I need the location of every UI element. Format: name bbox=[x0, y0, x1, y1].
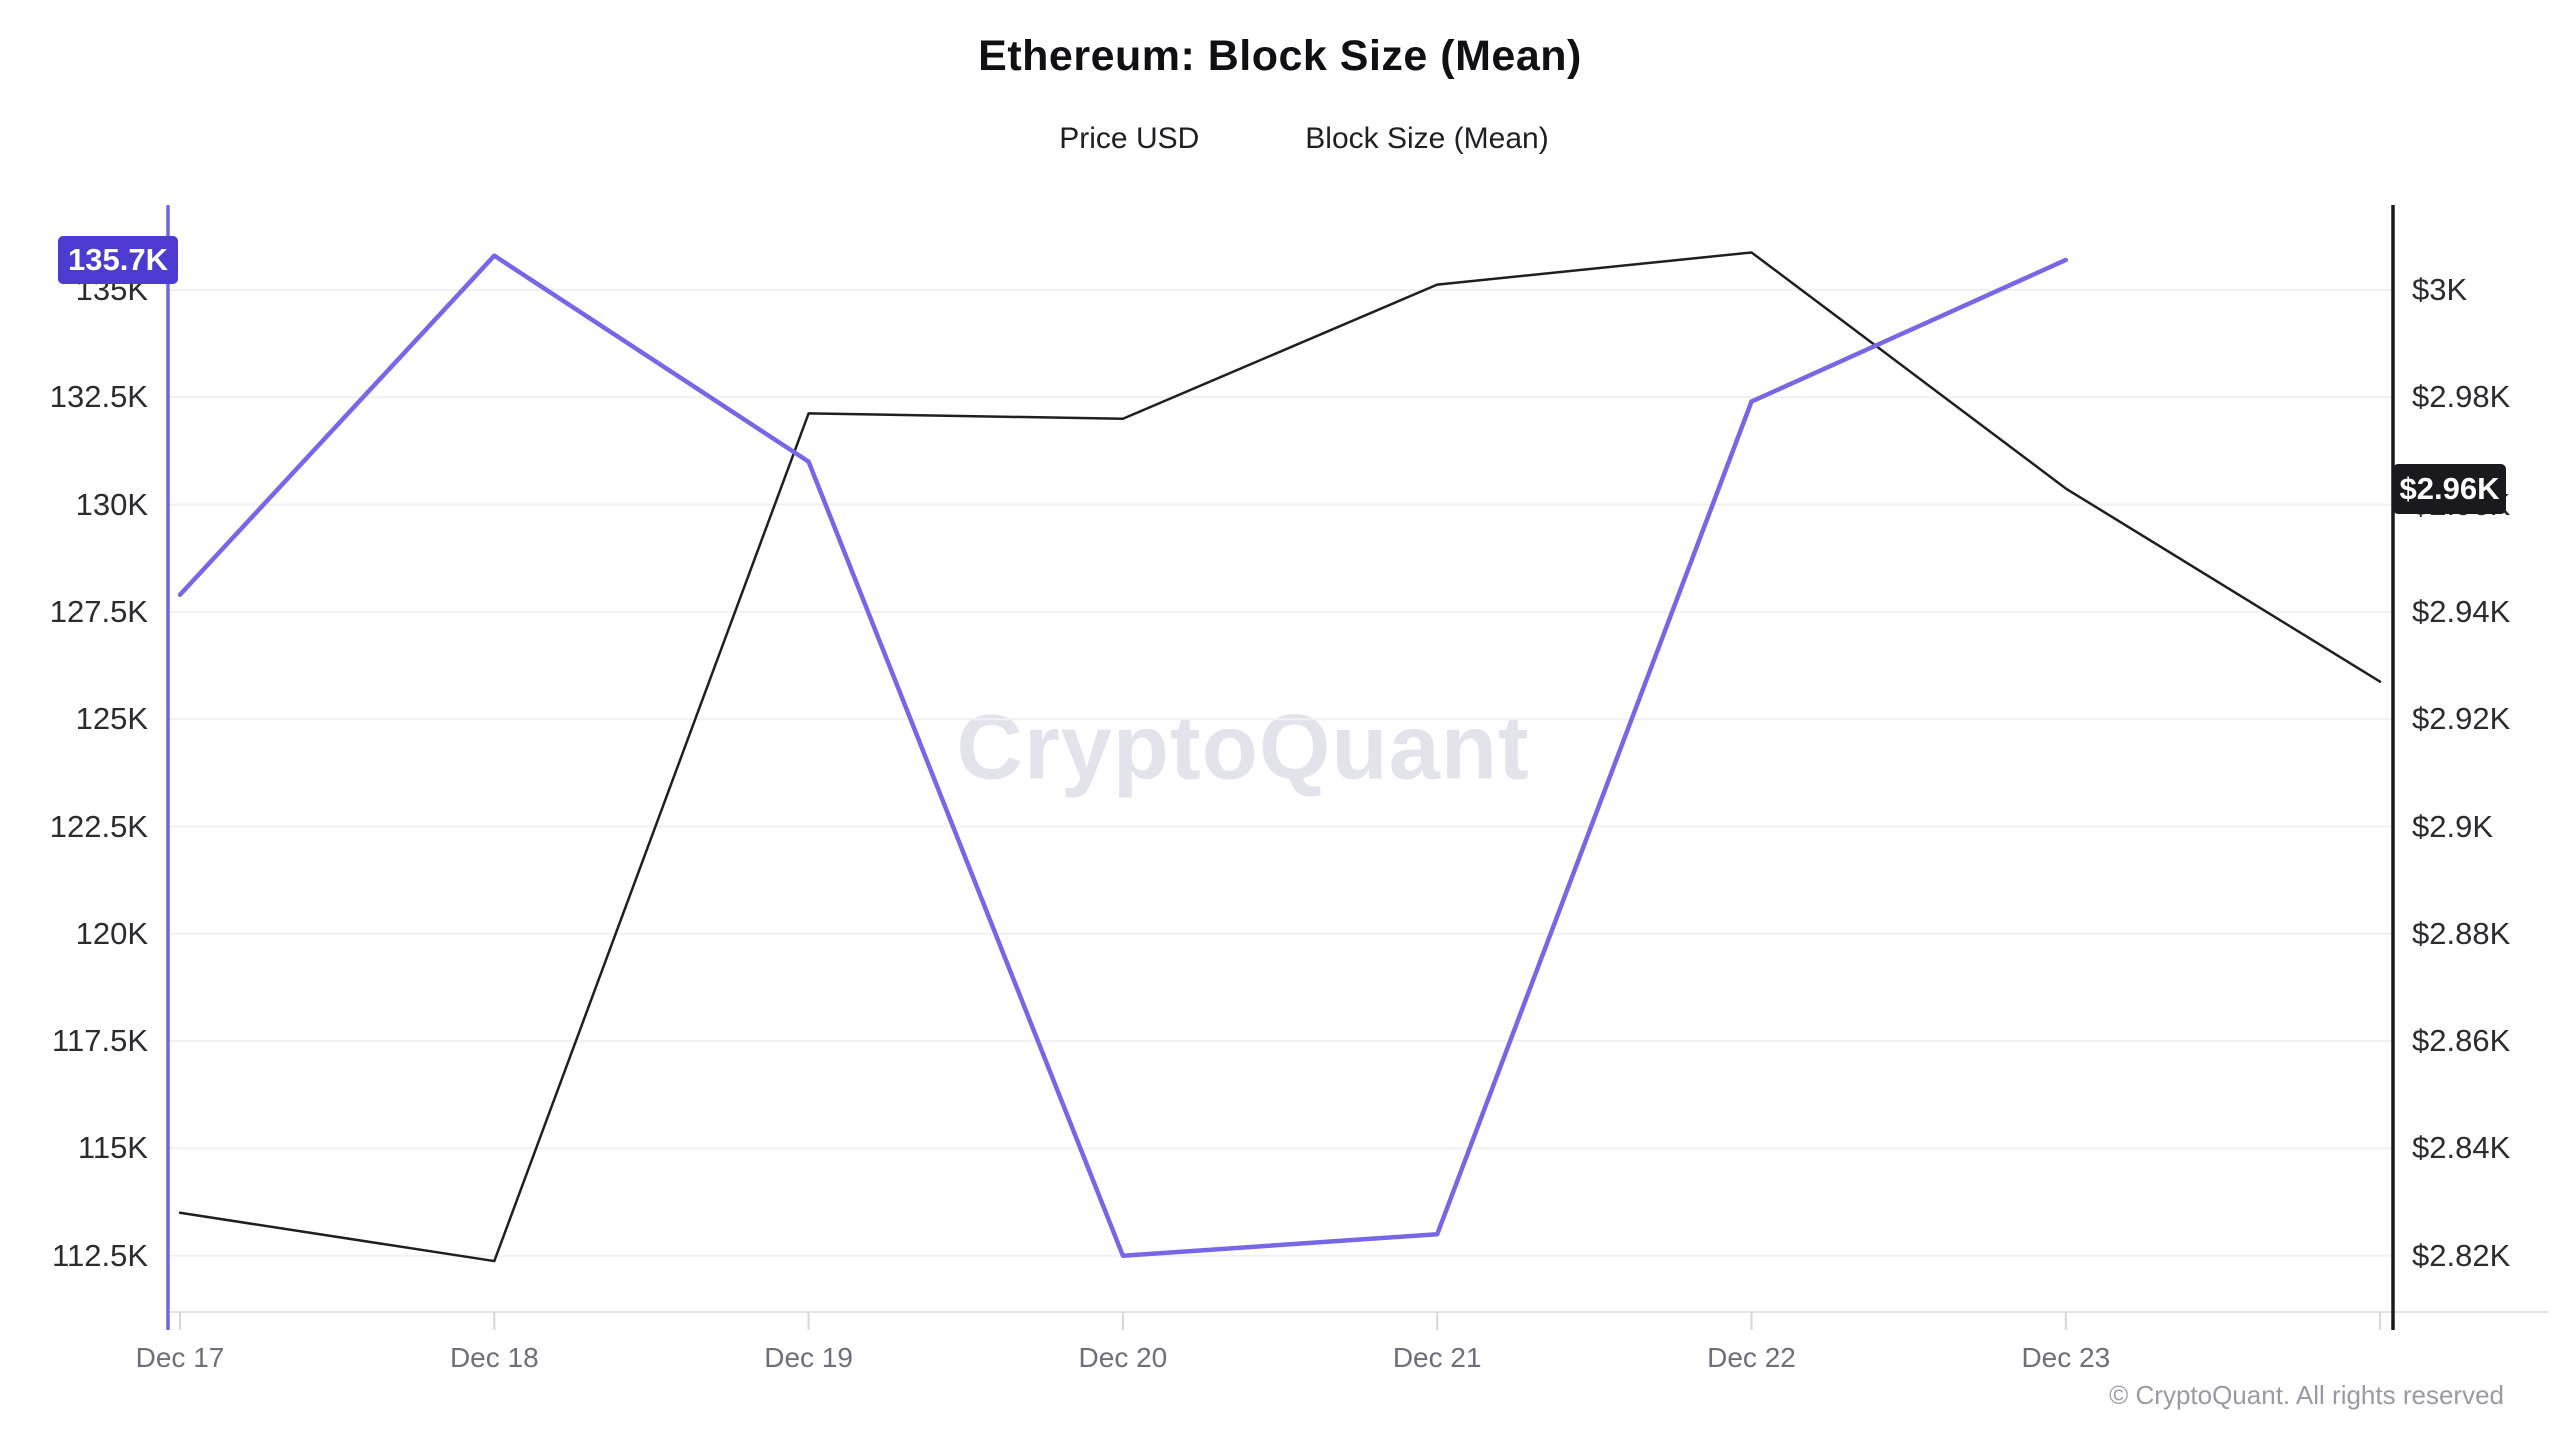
x-axis-label: Dec 17 bbox=[135, 1342, 225, 1373]
y-right-tick-label: $2.9K bbox=[2412, 808, 2494, 844]
y-left-tick-label: 122.5K bbox=[49, 808, 148, 844]
y-left-tick-label: 130K bbox=[75, 486, 148, 522]
x-axis-label: Dec 23 bbox=[2021, 1342, 2111, 1373]
copyright: © CryptoQuant. All rights reserved bbox=[2109, 1380, 2504, 1410]
y-right-tick-label: $2.94K bbox=[2412, 593, 2511, 629]
legend-label-block-size: Block Size (Mean) bbox=[1305, 122, 1549, 155]
y-left-tick-label: 132.5K bbox=[49, 379, 148, 415]
block-size-latest-value-badge: 135.7K bbox=[58, 235, 178, 284]
y-left-tick-label: 115K bbox=[77, 1130, 148, 1166]
block-size-line[interactable] bbox=[177, 253, 2069, 1258]
cryptoquant-watermark: CryptoQuant bbox=[956, 696, 1530, 799]
y-right-tick-label: $2.82K bbox=[2412, 1237, 2511, 1273]
price-latest-value: $2.96K bbox=[2399, 470, 2500, 506]
legend-label-price-usd: Price USD bbox=[1059, 122, 1200, 155]
price-latest-value-badge: $2.96K bbox=[2393, 463, 2506, 514]
legend-item-price-usd[interactable]: Price USD bbox=[1011, 122, 1199, 156]
price-usd-line[interactable] bbox=[178, 251, 2382, 1263]
x-axis-label: Dec 20 bbox=[1078, 1342, 1168, 1373]
x-axis-label: Dec 22 bbox=[1707, 1342, 1796, 1373]
x-axis-label: Dec 19 bbox=[764, 1342, 853, 1373]
legend-item-block-size[interactable]: Block Size (Mean) bbox=[1257, 122, 1548, 156]
chart-title: Ethereum: Block Size (Mean) bbox=[978, 32, 1582, 80]
legend: Price USD Block Size (Mean) bbox=[0, 122, 2560, 156]
y-right-tick-label: $2.86K bbox=[2412, 1023, 2511, 1059]
y-right-tick-label: $3K bbox=[2412, 272, 2468, 307]
y-left-tick-label: 112.5K bbox=[52, 1237, 148, 1273]
y-right-tick-label: $2.88K bbox=[2412, 915, 2511, 951]
x-axis-label: Dec 21 bbox=[1392, 1342, 1482, 1373]
y-right-tick-label: $2.92K bbox=[2412, 701, 2511, 737]
y-left-tick-label: 120K bbox=[75, 915, 148, 951]
y-left-tick-label: 117.5K bbox=[52, 1023, 148, 1059]
y-right-tick-label: $2.98K bbox=[2412, 379, 2511, 415]
y-left-tick-label: 125K bbox=[75, 701, 148, 737]
block-size-latest-value: 135.7K bbox=[68, 241, 168, 277]
y-left-tick-label: 127.5K bbox=[49, 593, 148, 629]
x-axis-label: Dec 18 bbox=[449, 1342, 539, 1373]
y-right-tick-label: $2.84K bbox=[2412, 1130, 2511, 1166]
